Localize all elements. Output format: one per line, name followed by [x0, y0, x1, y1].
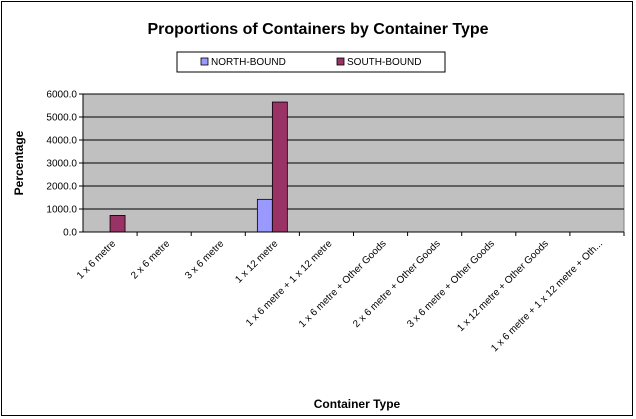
y-axis-title: Percentage	[12, 130, 26, 195]
y-tick-label: 0.0	[63, 228, 77, 239]
bar-north-bound-3	[256, 198, 273, 233]
y-tick-label: 3000.0	[46, 159, 77, 170]
legend-label-north-bound: NORTH-BOUND	[211, 57, 286, 68]
x-tick-label: 2 x 6 metre + Other Goods	[351, 238, 443, 330]
y-tick-label: 2000.0	[46, 182, 77, 193]
x-tick-label: 1 x 6 metre + 1 x 12 metre + Oth...	[489, 238, 605, 354]
x-tick-labels: 1 x 6 metre 2 x 6 metre 3 x 6 metre 1 x 12 …	[75, 232, 625, 354]
x-tick-label: 3 x 6 metre + Other Goods	[405, 238, 497, 330]
bars	[109, 101, 288, 233]
x-tick-label: 3 x 6 metre	[183, 238, 226, 281]
bar-south-bound-3	[271, 101, 288, 233]
y-tick-label: 5000.0	[46, 113, 77, 124]
bar-south-bound-0	[109, 215, 126, 233]
x-axis-title: Container Type	[314, 397, 401, 411]
x-tick-label: 2 x 6 metre	[129, 238, 172, 281]
x-tick-label: 1 x 6 metre	[75, 238, 118, 281]
chart-title: Proportions of Containers by Container T…	[147, 21, 488, 38]
legend-label-south-bound: SOUTH-BOUND	[347, 57, 421, 68]
y-tick-label: 1000.0	[46, 205, 77, 216]
legend: NORTH-BOUND SOUTH-BOUND	[176, 51, 446, 73]
legend-swatch-north-bound	[200, 57, 209, 66]
y-tick-labels: 0.0 1000.0 2000.0 3000.0 4000.0 5000.0 6000.0	[46, 90, 83, 239]
gridlines	[83, 93, 624, 210]
legend-box	[176, 51, 446, 73]
x-tick-label: 1 x 6 metre + 1 x 12 metre	[244, 238, 335, 329]
x-tick-label: 1 x 6 metre + Other Goods	[297, 238, 389, 330]
legend-swatch-south-bound	[336, 57, 345, 66]
y-tick-label: 4000.0	[46, 136, 77, 147]
x-tick-label: 1 x 12 metre + Other Goods	[455, 238, 551, 334]
x-tick-label: 1 x 12 metre	[233, 238, 280, 285]
y-tick-label: 6000.0	[46, 90, 77, 101]
